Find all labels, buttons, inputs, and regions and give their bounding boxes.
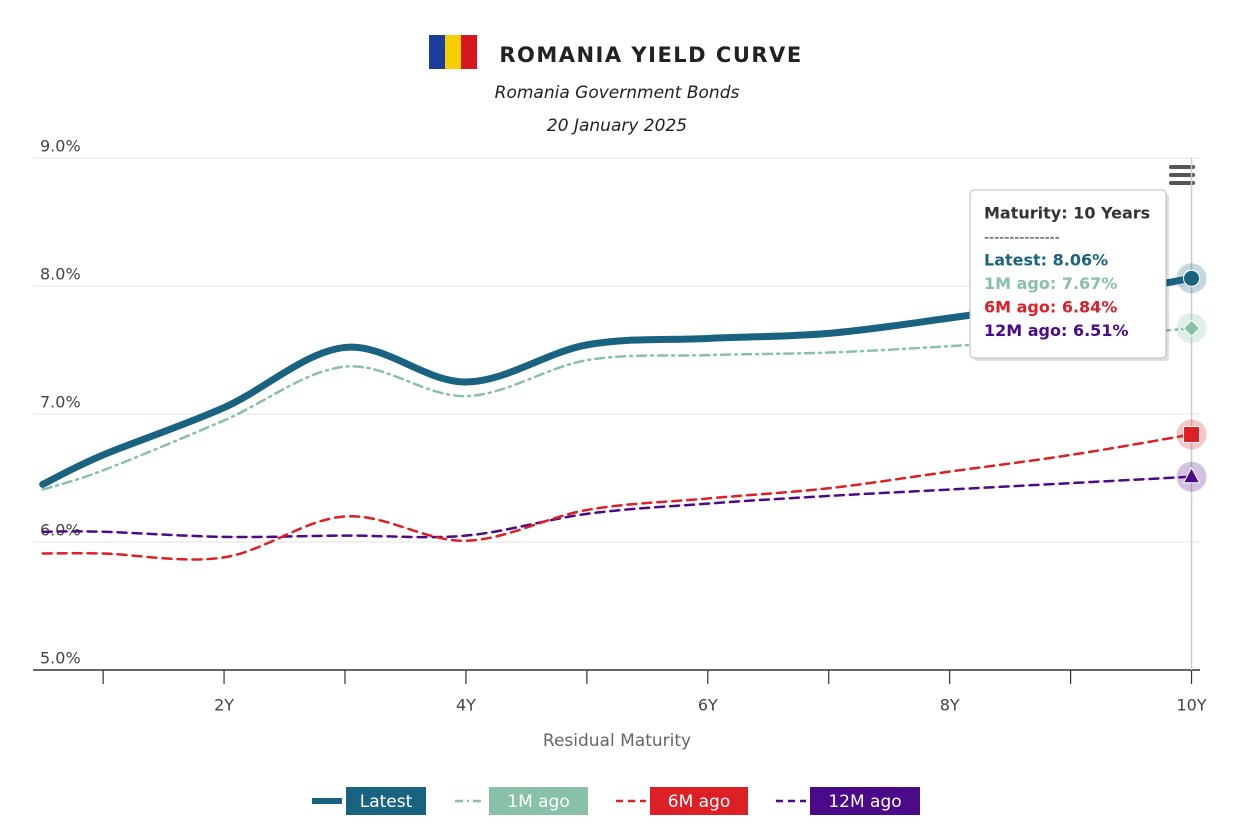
marker [1183,425,1201,443]
x-tick-label: 4Y [456,696,476,715]
tooltip-line: Latest: 8.06% [984,251,1108,270]
menu-bar [1169,181,1195,185]
x-axis-title: Residual Maturity [543,731,691,751]
series-line [41,475,1193,539]
menu-button[interactable] [1166,160,1198,188]
series-line [41,433,1193,561]
marker [1183,269,1201,287]
tooltip-line: 6M ago: 6.84% [984,298,1117,317]
x-tick-label: 8Y [940,696,960,715]
legend-label[interactable]: Latest [360,792,413,812]
legend-label-box[interactable] [489,787,588,815]
y-tick-label: 6.0% [40,521,81,540]
marker [1182,319,1201,337]
legend-label[interactable]: 6M ago [668,792,731,812]
y-tick-label: 9.0% [40,137,81,156]
legend-label-box[interactable] [346,787,426,815]
legend: Latest 1M ago 6M ago 12M ago [312,787,920,815]
tooltip-header: Maturity: 10 Years [984,204,1150,223]
chart-subtitle: Romania Government Bonds [495,83,740,103]
y-tick-label: 7.0% [40,393,81,412]
tooltip-line: 12M ago: 6.51% [984,321,1128,340]
x-tick-label: 10Y [1176,696,1206,715]
marker [1182,466,1201,484]
grid: 5.0% 6.0% 7.0% 8.0% 9.0% 2Y 4Y 6Y 8Y 10Y [33,137,1207,715]
hover-markers [1176,263,1207,492]
tooltip-line: 1M ago: 7.67% [984,274,1117,293]
tooltip: Maturity: 10 Years --------------- Latest:… [969,189,1169,361]
x-tick-label: 6Y [698,696,718,715]
flag [429,35,477,69]
flag-stripe [445,35,461,69]
y-tick-label: 8.0% [40,265,81,284]
legend-label[interactable]: 12M ago [828,792,901,812]
flag-stripe [461,35,477,69]
x-tick-label: 2Y [214,696,234,715]
y-tick-label: 5.0% [40,649,81,668]
menu-bar [1169,173,1195,177]
tooltip-box [969,189,1167,359]
chart-title: ROMANIA YIELD CURVE [499,43,802,67]
tooltip-separator: --------------- [984,230,1060,246]
legend-label[interactable]: 1M ago [507,792,570,812]
legend-label-box[interactable] [650,787,748,815]
menu-bar [1169,165,1195,169]
chart-date: 20 January 2025 [547,116,687,136]
legend-label-box[interactable] [810,787,920,815]
flag-stripe [429,35,445,69]
